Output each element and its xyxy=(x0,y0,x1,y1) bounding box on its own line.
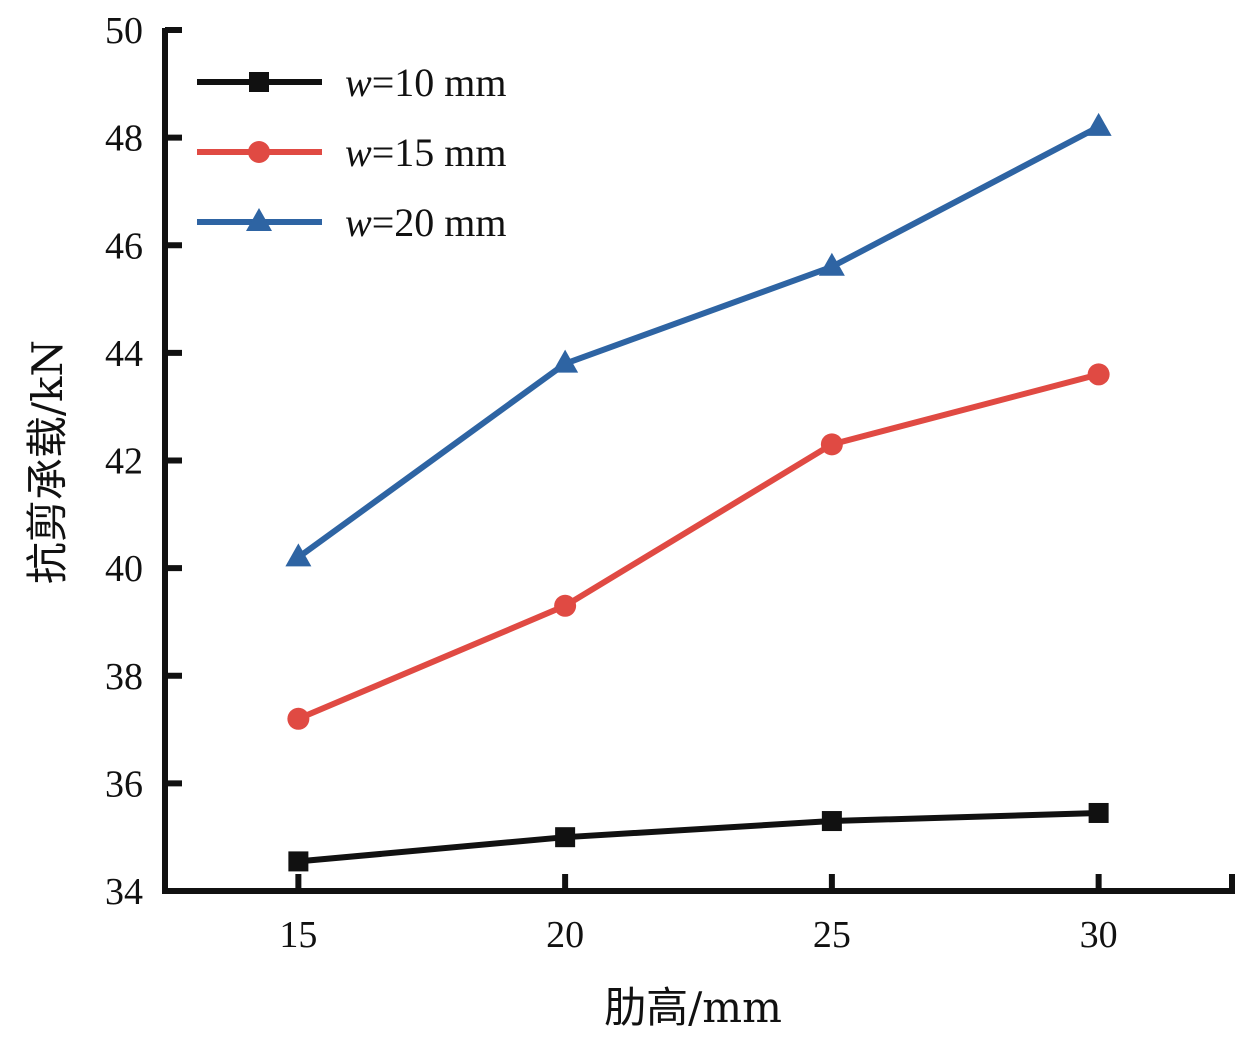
data-point-square xyxy=(288,851,309,872)
legend-label-rest: =20 mm xyxy=(372,200,507,245)
data-point-triangle xyxy=(246,208,272,231)
series-line xyxy=(298,809,1099,865)
series-layer xyxy=(285,112,1112,872)
data-point-circle xyxy=(1087,363,1110,386)
y-tick-label: 42 xyxy=(105,441,143,483)
legend-label-var: w xyxy=(345,60,372,105)
data-point-square xyxy=(821,811,842,832)
series-line xyxy=(296,124,1101,560)
x-tick-label: 15 xyxy=(279,914,317,956)
series-line xyxy=(297,371,1100,722)
legend-label: w=20 mm xyxy=(345,200,506,245)
legend-item: w=15 mm xyxy=(197,130,506,175)
data-point-triangle xyxy=(818,252,845,276)
axes: 34 36 38 40 42 44 46 48 50 15 20 25 30 xyxy=(105,10,1235,956)
series-2 xyxy=(287,363,1110,730)
y-tick-label: 44 xyxy=(105,333,143,375)
legend-label-var: w xyxy=(345,130,372,175)
x-tick-label: 20 xyxy=(546,914,584,956)
series-3 xyxy=(285,112,1112,567)
y-axis-title: 抗剪承载/kN xyxy=(23,340,72,584)
data-point-circle xyxy=(820,433,843,456)
data-point-square xyxy=(555,827,576,848)
series-1 xyxy=(288,802,1109,872)
legend-label: w=15 mm xyxy=(345,130,506,175)
x-tick-label: 25 xyxy=(813,914,851,956)
data-point-circle xyxy=(287,707,310,730)
data-point-circle xyxy=(554,594,577,617)
data-point-triangle xyxy=(552,349,579,373)
data-point-triangle xyxy=(285,543,312,567)
y-tick-label: 40 xyxy=(105,548,143,590)
legend-item: w=20 mm xyxy=(197,200,506,245)
legend-label-rest: =10 mm xyxy=(372,60,507,105)
y-tick-label: 38 xyxy=(105,656,143,698)
y-tick-label: 36 xyxy=(105,763,143,805)
data-point-circle xyxy=(248,141,270,163)
y-tick-label: 50 xyxy=(105,10,143,52)
y-tick-label: 34 xyxy=(105,871,143,913)
legend-label-rest: =15 mm xyxy=(372,130,507,175)
legend: w=10 mmw=15 mmw=20 mm xyxy=(197,60,506,245)
data-point-square xyxy=(249,72,269,92)
y-tick-label: 46 xyxy=(105,225,143,267)
y-tick-label: 48 xyxy=(105,118,143,160)
legend-label: w=10 mm xyxy=(345,60,506,105)
data-point-triangle xyxy=(1085,112,1112,136)
legend-item: w=10 mm xyxy=(197,60,506,105)
data-point-square xyxy=(1088,802,1109,823)
legend-label-var: w xyxy=(345,200,372,245)
x-axis-title: 肋高/mm xyxy=(604,983,782,1032)
x-tick-label: 30 xyxy=(1080,914,1118,956)
